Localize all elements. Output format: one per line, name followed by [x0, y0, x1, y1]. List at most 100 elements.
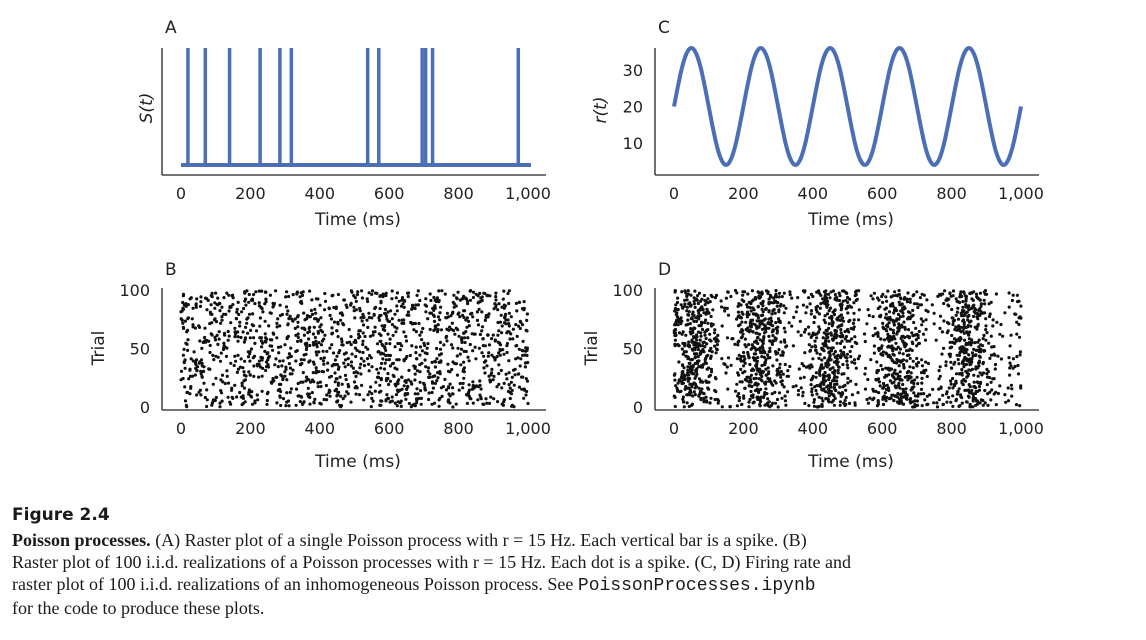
spike-dot [883, 316, 888, 320]
spike-dot [504, 372, 508, 376]
spike-dot [885, 323, 890, 327]
spike-dot [710, 350, 714, 354]
spike-dot [284, 295, 288, 299]
spike-dot [520, 323, 525, 327]
spike-dot [391, 373, 395, 377]
spike-dot [896, 312, 901, 317]
spike-dot [956, 357, 960, 362]
spike-dot [978, 371, 982, 375]
spike-dot [397, 299, 401, 303]
spike-dot [367, 369, 371, 373]
spike-dot [317, 341, 321, 345]
spike-dot [316, 297, 320, 301]
spike-dot [274, 357, 278, 361]
spike-dot [224, 354, 229, 358]
spike-dot [741, 359, 745, 363]
spike-dot [412, 364, 416, 368]
spike-dot [982, 298, 986, 302]
spike-dot [393, 345, 397, 349]
spike-dot [443, 292, 447, 296]
spike-dot [677, 360, 681, 364]
caption-line-3: raster plot of 100 i.i.d. realizations o… [12, 573, 1142, 597]
spike-dot [845, 356, 849, 360]
spike-dot [371, 399, 375, 403]
spike-dot [487, 312, 491, 316]
spike-dot [771, 401, 775, 405]
spike-dot [968, 402, 972, 406]
spike-dot [884, 351, 888, 355]
spike-dot [833, 308, 837, 312]
spike-dot [242, 373, 246, 377]
spike-dot [816, 405, 820, 409]
spike-dot [336, 393, 340, 397]
spike-dot [330, 343, 334, 347]
spike-dot [181, 376, 185, 381]
spike-dot [314, 311, 318, 315]
spike-dot [913, 403, 917, 407]
spike-dot [188, 392, 192, 396]
spike-dot [852, 325, 856, 329]
spike-dot [764, 289, 769, 293]
spike-dot [979, 302, 984, 306]
spike-dot [241, 330, 245, 334]
spike-dot [278, 387, 282, 391]
spike-dot [951, 394, 955, 398]
spike-dot [760, 355, 764, 359]
spike-dot [264, 300, 268, 304]
spike-dot [996, 391, 1001, 396]
spike-dot [482, 354, 486, 358]
spike-dot [212, 358, 216, 362]
spike-dot [801, 303, 806, 307]
spike-dot [375, 342, 380, 346]
spike-dot [368, 390, 372, 394]
spike-dot [506, 291, 510, 296]
spike-dot [410, 303, 415, 307]
spike-dot [906, 369, 911, 373]
spike-dot [294, 387, 299, 391]
spike-dot [205, 388, 209, 392]
spike-dot [696, 301, 700, 306]
spike-dot [896, 345, 900, 349]
spike-dot [975, 380, 979, 384]
spike-dot [371, 333, 375, 337]
spike-dot [517, 347, 521, 351]
spike-dot [321, 349, 325, 353]
spike-dot [354, 384, 358, 389]
spike-dot [252, 364, 256, 368]
spike-dot [398, 342, 402, 346]
spike-dot [234, 359, 238, 363]
spike-dot [735, 357, 740, 361]
spike-dot [1011, 293, 1015, 297]
spike-dot [453, 332, 457, 336]
spike-dot [195, 297, 199, 301]
spike-dot [242, 386, 247, 390]
spike-dot [298, 295, 302, 299]
spike-dot [332, 320, 337, 324]
spike-dot [243, 336, 248, 340]
spike-dot [179, 317, 183, 321]
spike-dot [901, 358, 906, 362]
spike-dot [480, 329, 484, 333]
spike-dot [509, 380, 513, 384]
spike-dot [898, 347, 903, 351]
spike-dot [286, 322, 290, 326]
spike-dot [501, 348, 505, 352]
spike-dot [704, 342, 709, 346]
spike-dot [777, 391, 782, 395]
spike-dot [790, 324, 794, 328]
spike-dot [420, 338, 424, 342]
spike-dot [748, 397, 752, 401]
spike-dot [693, 289, 697, 293]
spike-dot [832, 403, 837, 407]
spike-dot [962, 309, 966, 313]
spike-dot [249, 328, 253, 332]
spike-dot [339, 394, 343, 398]
spike-dot [740, 298, 744, 302]
spike-dot [199, 372, 203, 376]
spike-dot [779, 353, 783, 357]
spike-dot [872, 291, 877, 295]
spike-dot [298, 400, 302, 404]
spike-dot [906, 310, 911, 314]
spike-dot [280, 312, 284, 317]
spike-dot [269, 311, 273, 315]
